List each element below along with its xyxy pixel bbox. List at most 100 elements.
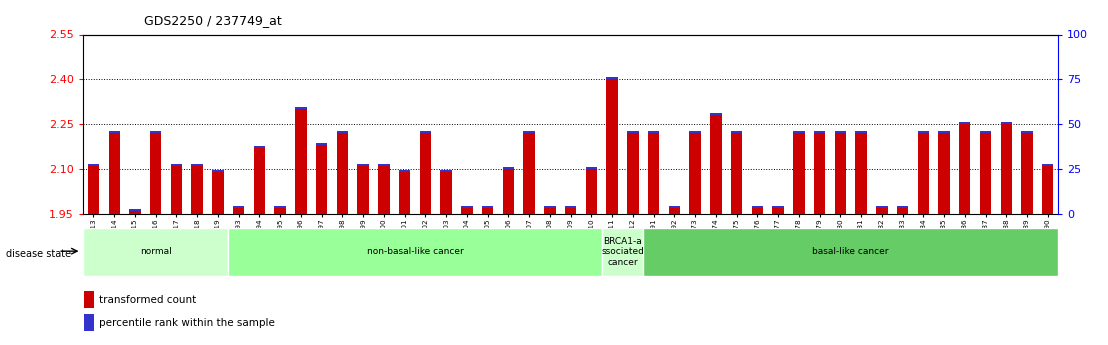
Bar bbox=[834, 133, 847, 214]
Bar bbox=[130, 208, 141, 211]
Bar bbox=[420, 133, 431, 214]
Bar bbox=[337, 131, 348, 133]
Bar bbox=[109, 131, 120, 133]
Bar bbox=[171, 166, 182, 214]
Bar bbox=[896, 206, 909, 208]
Bar bbox=[88, 164, 100, 166]
Bar bbox=[644, 228, 1058, 276]
Bar bbox=[793, 133, 804, 214]
Text: non-basal-like cancer: non-basal-like cancer bbox=[367, 247, 463, 256]
Text: transformed count: transformed count bbox=[99, 295, 196, 305]
Bar bbox=[979, 133, 992, 214]
Bar bbox=[84, 314, 93, 331]
Bar bbox=[544, 206, 555, 208]
Bar bbox=[482, 206, 493, 208]
Bar bbox=[586, 169, 597, 214]
Bar bbox=[606, 79, 618, 214]
Bar bbox=[586, 167, 597, 169]
Bar bbox=[130, 211, 141, 214]
Bar bbox=[1042, 166, 1054, 214]
Bar bbox=[1022, 133, 1033, 214]
Bar bbox=[295, 109, 307, 214]
Bar bbox=[1022, 131, 1033, 133]
Bar bbox=[441, 172, 452, 214]
Bar bbox=[648, 131, 659, 133]
Bar bbox=[171, 164, 182, 166]
Bar bbox=[233, 208, 245, 214]
Bar bbox=[316, 143, 327, 145]
Bar bbox=[814, 131, 825, 133]
Bar bbox=[378, 164, 390, 166]
Bar bbox=[441, 170, 452, 172]
Bar bbox=[896, 208, 909, 214]
Bar bbox=[503, 167, 514, 169]
Bar bbox=[960, 122, 971, 124]
Bar bbox=[1001, 122, 1012, 124]
Bar bbox=[192, 166, 203, 214]
Bar bbox=[213, 170, 224, 172]
Bar bbox=[461, 206, 473, 208]
Bar bbox=[772, 208, 783, 214]
Bar bbox=[399, 172, 410, 214]
Bar bbox=[938, 131, 950, 133]
Bar bbox=[710, 115, 721, 214]
Bar bbox=[461, 208, 473, 214]
Bar bbox=[606, 77, 618, 79]
Bar bbox=[254, 148, 265, 214]
Text: normal: normal bbox=[140, 247, 172, 256]
Bar bbox=[358, 164, 369, 166]
Bar bbox=[602, 228, 644, 276]
Bar bbox=[731, 133, 742, 214]
Bar bbox=[751, 206, 763, 208]
Bar bbox=[793, 131, 804, 133]
Bar bbox=[751, 208, 763, 214]
Bar bbox=[83, 228, 228, 276]
Bar bbox=[917, 133, 929, 214]
Bar bbox=[731, 131, 742, 133]
Bar bbox=[88, 166, 100, 214]
Bar bbox=[1001, 124, 1012, 214]
Bar bbox=[275, 208, 286, 214]
Bar bbox=[84, 291, 93, 308]
Bar bbox=[523, 133, 535, 214]
Bar bbox=[316, 145, 327, 214]
Bar bbox=[233, 206, 245, 208]
Bar bbox=[295, 107, 307, 109]
Bar bbox=[668, 208, 680, 214]
Bar bbox=[503, 169, 514, 214]
Bar bbox=[254, 146, 265, 148]
Text: disease state: disease state bbox=[6, 249, 71, 258]
Bar bbox=[627, 133, 638, 214]
Bar bbox=[855, 131, 866, 133]
Bar bbox=[876, 208, 888, 214]
Bar bbox=[834, 131, 847, 133]
Bar bbox=[523, 131, 535, 133]
Text: GDS2250 / 237749_at: GDS2250 / 237749_at bbox=[144, 14, 281, 27]
Bar bbox=[565, 208, 576, 214]
Text: BRCA1-a
ssociated
cancer: BRCA1-a ssociated cancer bbox=[601, 237, 644, 267]
Bar bbox=[358, 166, 369, 214]
Bar bbox=[979, 131, 992, 133]
Bar bbox=[150, 131, 162, 133]
Bar bbox=[337, 133, 348, 214]
Bar bbox=[855, 133, 866, 214]
Bar bbox=[275, 206, 286, 208]
Bar bbox=[150, 133, 162, 214]
Bar bbox=[482, 208, 493, 214]
Bar bbox=[192, 164, 203, 166]
Bar bbox=[109, 133, 120, 214]
Bar bbox=[378, 166, 390, 214]
Bar bbox=[648, 133, 659, 214]
Bar bbox=[814, 133, 825, 214]
Bar bbox=[960, 124, 971, 214]
Bar bbox=[876, 206, 888, 208]
Bar bbox=[710, 113, 721, 115]
Bar bbox=[917, 131, 929, 133]
Bar bbox=[228, 228, 602, 276]
Bar bbox=[213, 172, 224, 214]
Text: basal-like cancer: basal-like cancer bbox=[812, 247, 889, 256]
Bar bbox=[689, 133, 700, 214]
Bar bbox=[1042, 164, 1054, 166]
Bar bbox=[772, 206, 783, 208]
Bar bbox=[565, 206, 576, 208]
